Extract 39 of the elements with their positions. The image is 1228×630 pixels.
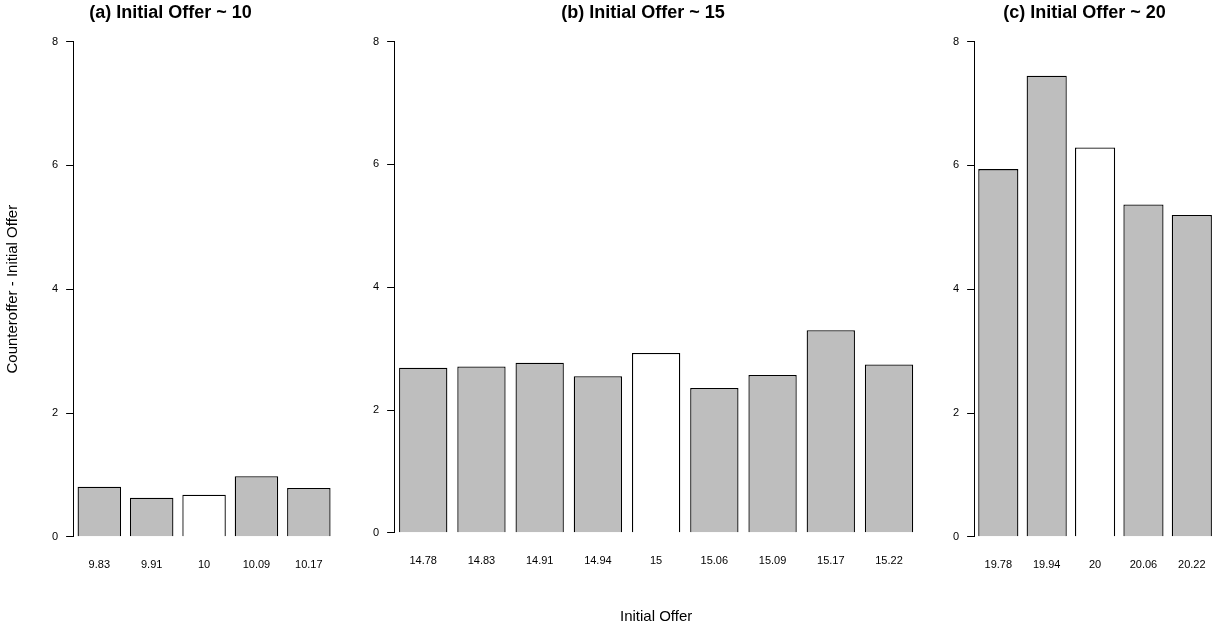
- x-tick-label: 10: [197, 558, 211, 571]
- y-tick-label: 4: [372, 280, 380, 293]
- x-tick-label: 14.94: [584, 554, 612, 567]
- x-axis-title: Initial Offer: [619, 607, 693, 625]
- y-tick-label: 6: [952, 158, 960, 171]
- x-tick-label: 19.78: [984, 558, 1013, 571]
- x-tick-label: 9.83: [88, 558, 111, 571]
- x-tick-label: 14.91: [525, 554, 554, 567]
- y-tick-label: 2: [51, 406, 59, 419]
- x-tick-label: 14.78: [409, 554, 437, 567]
- x-tick-label: 15.09: [758, 554, 787, 567]
- x-tick-label: 10.09: [242, 558, 271, 571]
- x-tick-label: 15.22: [875, 554, 903, 567]
- y-tick-label: 6: [51, 158, 59, 171]
- x-tick-label: 19.94: [1032, 558, 1061, 571]
- x-tick-label: 10.17: [295, 558, 323, 571]
- y-tick-label: 0: [372, 525, 380, 538]
- chart-title: (b) Initial Offer ~ 15: [561, 1, 725, 22]
- chart-title: (c) Initial Offer ~ 20: [1003, 1, 1166, 22]
- y-tick-label: 0: [51, 529, 59, 542]
- y-tick-label: 6: [372, 157, 380, 170]
- x-tick-label: 9.91: [140, 558, 163, 571]
- y-tick-label: 4: [952, 282, 960, 295]
- x-tick-label: 15.17: [817, 554, 845, 567]
- x-tick-label: 15.06: [700, 554, 729, 567]
- x-tick-label: 15: [650, 554, 663, 567]
- y-tick-label: 4: [51, 282, 59, 295]
- chart-title: (a) Initial Offer ~ 10: [89, 1, 252, 22]
- x-tick-label: 14.83: [467, 554, 496, 567]
- y-axis-title: Counteroffer - Initial Offer: [3, 204, 21, 374]
- y-tick-label: 8: [51, 34, 59, 47]
- x-tick-label: 20.22: [1178, 558, 1206, 571]
- y-tick-label: 2: [952, 406, 960, 419]
- x-tick-label: 20: [1088, 558, 1102, 571]
- y-tick-label: 0: [952, 529, 960, 542]
- y-tick-label: 8: [372, 34, 380, 47]
- y-tick-label: 2: [372, 403, 380, 416]
- y-tick-label: 8: [952, 34, 960, 47]
- x-tick-label: 20.06: [1129, 558, 1158, 571]
